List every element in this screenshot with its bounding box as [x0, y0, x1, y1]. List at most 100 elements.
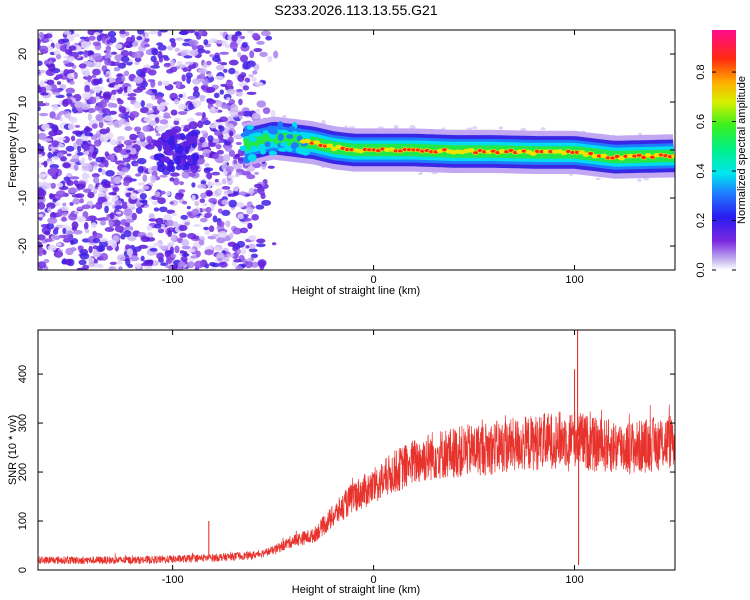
- heatmap-noise-blob: [246, 91, 257, 95]
- heatmap-noise-blob: [178, 93, 184, 98]
- heatmap-noise-blob: [38, 154, 43, 158]
- heatmap-noise-blob: [221, 209, 231, 217]
- heatmap-noise-blob: [219, 261, 228, 268]
- heatmap-noise-blob: [63, 237, 72, 243]
- heatmap-noise-blob: [223, 190, 234, 194]
- heatmap-noise-blob: [38, 102, 46, 107]
- snr-x-tick-label: -100: [162, 574, 184, 586]
- heatmap-noise-blob: [69, 176, 80, 180]
- heatmap-cluster-blob: [161, 132, 170, 140]
- heatmap-noise-blob: [44, 238, 53, 243]
- heatmap-noise-blob: [151, 89, 158, 94]
- heatmap-noise-blob: [204, 249, 214, 256]
- heatmap-ridge-blob: [250, 145, 257, 150]
- heatmap-noise-blob: [93, 165, 98, 170]
- heatmap-noise-blob: [144, 31, 149, 39]
- heatmap-noise-blob: [82, 91, 92, 100]
- heatmap-noise-blob: [38, 189, 47, 197]
- heatmap-noise-blob: [215, 64, 225, 71]
- heatmap-noise-blob: [256, 100, 267, 108]
- heatmap-noise-blob: [218, 231, 228, 238]
- heatmap-noise-blob: [108, 110, 117, 115]
- heatmap-noise-blob: [93, 232, 103, 240]
- heatmap-noise-blob: [95, 113, 104, 122]
- heatmap-noise-blob: [176, 192, 185, 198]
- heatmap-noise-blob: [51, 147, 56, 152]
- heatmap-noise-blob: [209, 53, 215, 58]
- heatmap-noise-blob: [56, 152, 64, 158]
- heatmap-noise-blob: [228, 67, 236, 75]
- snr-x-tick-label: 0: [371, 574, 377, 586]
- heatmap-noise-blob: [48, 130, 58, 137]
- heatmap-noise-blob: [194, 260, 204, 269]
- heatmap-noise-blob: [160, 190, 166, 195]
- heatmap-noise-blob: [236, 202, 246, 208]
- heatmap-noise-blob: [182, 67, 188, 73]
- heatmap-speckle: [417, 173, 423, 176]
- heatmap-noise-blob: [109, 76, 114, 84]
- heatmap-noise-blob: [100, 216, 110, 221]
- heatmap-noise-blob: [159, 174, 168, 178]
- heatmap-noise-blob: [243, 217, 252, 222]
- heatmap-noise-blob: [232, 227, 242, 235]
- heatmap-noise-blob: [53, 116, 61, 120]
- heatmap-noise-blob: [39, 92, 49, 96]
- heatmap-noise-blob: [246, 174, 256, 180]
- heatmap-noise-blob: [197, 120, 204, 129]
- heatmap-noise-blob: [76, 183, 86, 190]
- heatmap-ridge-blob: [239, 145, 247, 152]
- heatmap-noise-blob: [222, 154, 231, 162]
- heatmap-noise-blob: [38, 161, 42, 169]
- heatmap-noise-blob: [114, 176, 122, 184]
- heatmap-noise-blob: [224, 146, 232, 152]
- heatmap-noise-blob: [39, 45, 49, 54]
- colorbar-gradient: [712, 30, 736, 270]
- heatmap-noise-blob: [56, 137, 66, 141]
- heatmap-noise-blob: [140, 100, 145, 108]
- heatmap-noise-blob: [67, 69, 75, 74]
- heatmap-noise-blob: [243, 213, 249, 218]
- heatmap-noise-blob: [154, 95, 163, 100]
- heatmap-noise-blob: [146, 232, 153, 238]
- heatmap-ridge-blob: [259, 148, 267, 155]
- heatmap-noise-blob: [139, 107, 150, 114]
- heatmap-noise-blob: [228, 109, 239, 113]
- heatmap-noise-blob: [142, 174, 148, 183]
- heatmap-noise-blob: [256, 40, 265, 45]
- heatmap-noise-blob: [158, 57, 164, 63]
- heatmap-noise-blob: [101, 169, 106, 176]
- heatmap-noise-blob: [106, 127, 111, 134]
- heatmap-noise-blob: [38, 213, 44, 218]
- heatmap-noise-blob: [142, 185, 150, 190]
- heatmap-noise-blob: [211, 171, 221, 176]
- heatmap-noise-blob: [194, 31, 199, 36]
- heatmap-noise-blob: [200, 130, 208, 134]
- heatmap-noise-blob: [167, 45, 174, 51]
- heatmap-noise-blob: [114, 225, 125, 233]
- heatmap-noise-blob: [56, 182, 64, 188]
- heatmap-noise-blob: [206, 60, 212, 66]
- heatmap-noise-blob: [134, 246, 142, 252]
- heatmap-noise-blob: [87, 257, 95, 263]
- heatmap-noise-blob: [208, 197, 218, 204]
- heatmap-noise-blob: [62, 202, 67, 207]
- heatmap-noise-blob: [133, 101, 142, 109]
- heatmap-noise-blob: [121, 56, 130, 63]
- heatmap-noise-blob: [47, 217, 58, 225]
- heatmap-peak: [313, 140, 321, 145]
- heatmap-noise-blob: [150, 79, 156, 88]
- heatmap-noise-blob: [217, 208, 223, 214]
- heatmap-peak: [671, 154, 675, 159]
- heatmap-noise-blob: [65, 145, 75, 152]
- heatmap-noise-blob: [80, 161, 87, 167]
- heatmap-noise-blob: [44, 230, 51, 236]
- heatmap-noise-blob: [205, 206, 212, 213]
- heatmap-noise-blob: [261, 30, 271, 37]
- heatmap-noise-blob: [203, 39, 209, 46]
- heatmap-noise-blob: [228, 59, 239, 66]
- snr-x-axis-label: Height of straight line (km): [292, 584, 420, 596]
- heatmap-noise-blob: [123, 70, 130, 77]
- heatmap-noise-blob: [79, 248, 89, 255]
- heatmap-noise-blob: [53, 235, 61, 241]
- heatmap-noise-blob: [157, 80, 163, 86]
